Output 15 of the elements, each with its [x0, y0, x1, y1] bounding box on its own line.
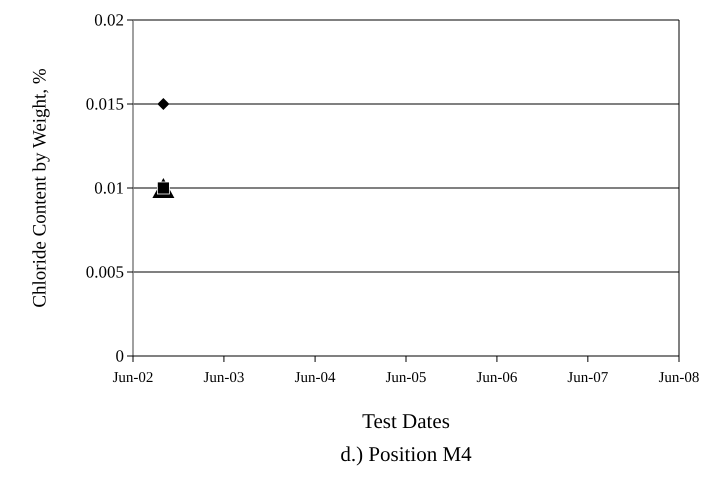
y-tick-label: 0.005	[86, 262, 124, 282]
y-tick-label: 0.01	[94, 178, 124, 198]
x-tick-label: Jun-04	[294, 370, 336, 386]
x-axis-title: Test Dates	[362, 409, 450, 433]
text: d.) Position M4	[340, 442, 472, 466]
x-tick-label: Jun-06	[476, 370, 518, 386]
x-tick-label: Jun-07	[567, 370, 609, 386]
y-tick-label: 0	[116, 346, 124, 366]
x-tick-label: Jun-03	[203, 370, 244, 386]
x-tick-label: Jun-05	[386, 370, 426, 386]
y-tick-label: 0.015	[86, 94, 124, 114]
x-tick-label: Jun-08	[658, 370, 700, 386]
y-tick-label: 0.02	[94, 10, 124, 30]
x-tick-label: Jun-02	[112, 370, 154, 386]
y-axis-title: Chloride Content by Weight, %	[30, 68, 50, 308]
